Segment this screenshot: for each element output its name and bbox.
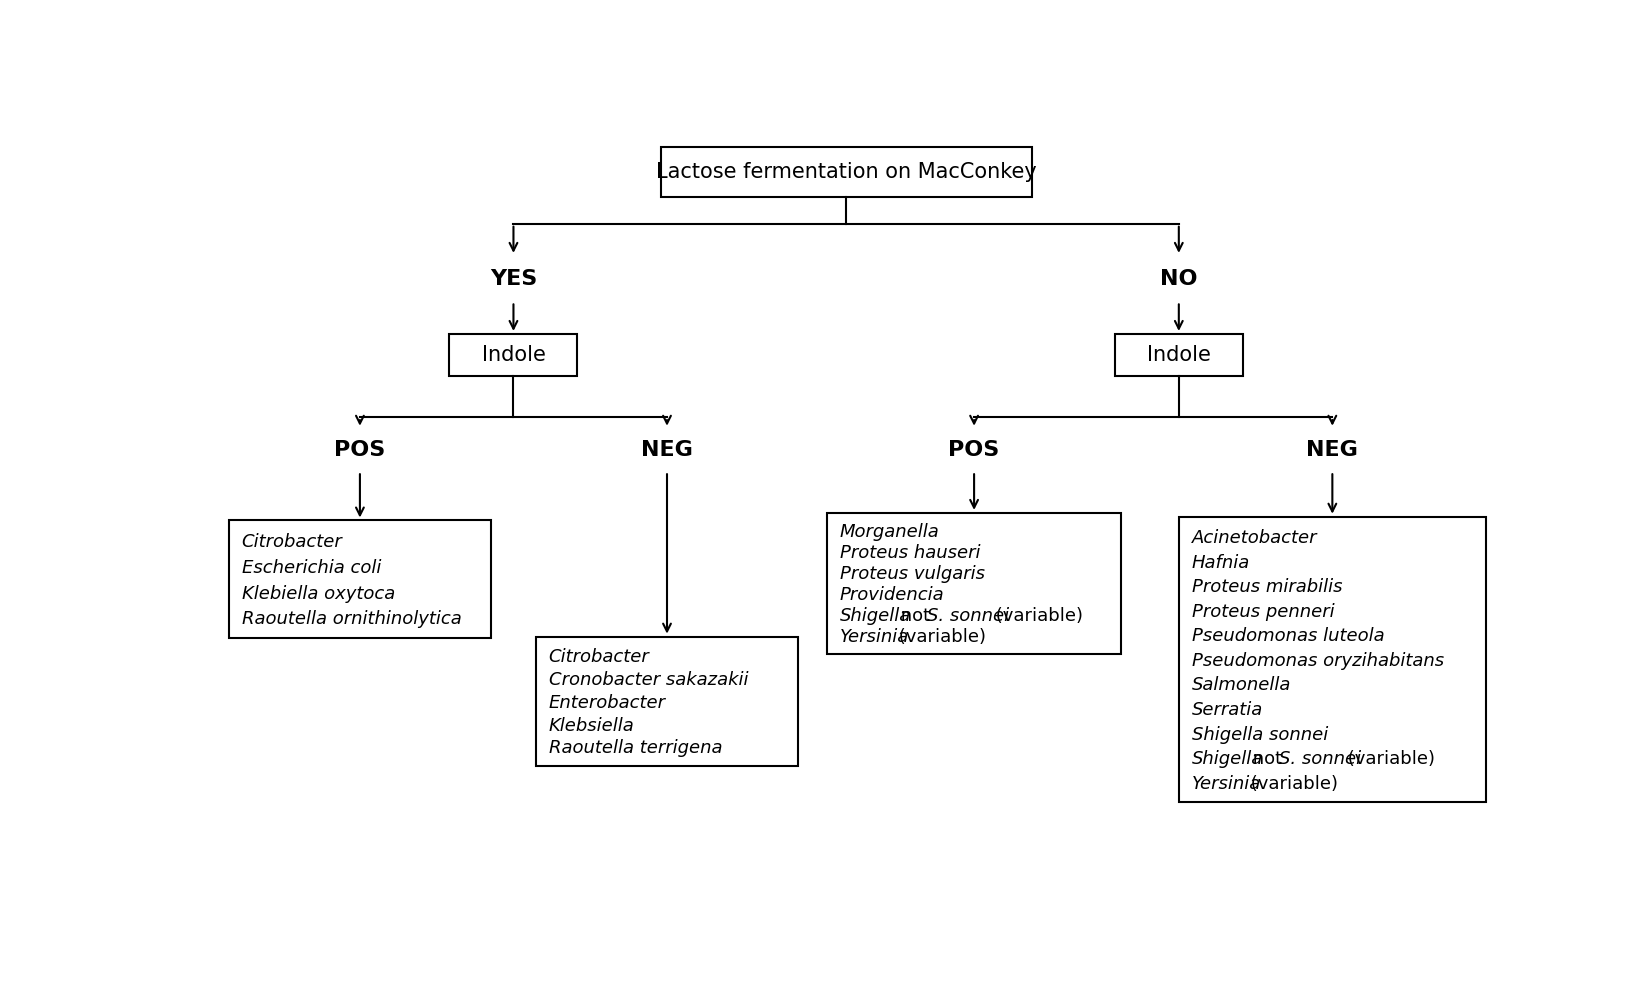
Text: Hafnia: Hafnia bbox=[1192, 554, 1250, 572]
Text: Yersinia: Yersinia bbox=[1192, 774, 1261, 793]
Text: Raoutella ornithinolytica: Raoutella ornithinolytica bbox=[241, 610, 461, 628]
Text: Klebiella oxytoca: Klebiella oxytoca bbox=[241, 584, 395, 602]
Text: (variable): (variable) bbox=[893, 628, 986, 646]
Text: Providencia: Providencia bbox=[840, 586, 944, 604]
Text: (variable): (variable) bbox=[991, 607, 1083, 625]
Bar bbox=[537, 637, 797, 765]
Text: Lactose fermentation on MacConkey: Lactose fermentation on MacConkey bbox=[655, 162, 1037, 182]
Text: S. sonnei: S. sonnei bbox=[1278, 751, 1360, 768]
Text: Shigella: Shigella bbox=[840, 607, 911, 625]
Text: Indole: Indole bbox=[482, 345, 545, 365]
Text: Morganella: Morganella bbox=[840, 523, 939, 541]
Text: NO: NO bbox=[1161, 269, 1197, 289]
Text: Indole: Indole bbox=[1147, 345, 1210, 365]
Bar bbox=[449, 334, 578, 376]
Text: Citrobacter: Citrobacter bbox=[241, 533, 342, 552]
Text: Cronobacter sakazakii: Cronobacter sakazakii bbox=[548, 671, 748, 689]
Text: (variable): (variable) bbox=[1342, 751, 1435, 768]
Bar bbox=[229, 520, 490, 639]
Text: Proteus hauseri: Proteus hauseri bbox=[840, 544, 981, 563]
Text: not: not bbox=[1247, 751, 1288, 768]
Text: Citrobacter: Citrobacter bbox=[548, 648, 649, 666]
Text: Escherichia coli: Escherichia coli bbox=[241, 559, 381, 577]
Text: POS: POS bbox=[334, 440, 386, 460]
Text: Pseudomonas oryzihabitans: Pseudomonas oryzihabitans bbox=[1192, 652, 1443, 670]
Text: Acinetobacter: Acinetobacter bbox=[1192, 529, 1317, 547]
Text: NEG: NEG bbox=[641, 440, 693, 460]
Text: Salmonella: Salmonella bbox=[1192, 676, 1291, 694]
Text: S. sonnei: S. sonnei bbox=[926, 607, 1009, 625]
Text: Serratia: Serratia bbox=[1192, 701, 1263, 719]
Text: (variable): (variable) bbox=[1245, 774, 1339, 793]
Text: YES: YES bbox=[490, 269, 537, 289]
Text: Yersinia: Yersinia bbox=[840, 628, 910, 646]
Text: not: not bbox=[895, 607, 936, 625]
Text: Proteus penneri: Proteus penneri bbox=[1192, 602, 1334, 621]
Bar bbox=[1114, 334, 1243, 376]
Text: POS: POS bbox=[948, 440, 1001, 460]
Text: Klebsiella: Klebsiella bbox=[548, 717, 634, 735]
Text: Raoutella terrigena: Raoutella terrigena bbox=[548, 740, 721, 758]
Text: Pseudomonas luteola: Pseudomonas luteola bbox=[1192, 627, 1384, 645]
Text: NEG: NEG bbox=[1306, 440, 1359, 460]
Text: Shigella sonnei: Shigella sonnei bbox=[1192, 726, 1327, 744]
Bar bbox=[827, 512, 1121, 654]
Bar bbox=[1179, 516, 1486, 802]
Bar bbox=[660, 147, 1032, 197]
Text: Proteus vulgaris: Proteus vulgaris bbox=[840, 566, 984, 584]
Text: Proteus mirabilis: Proteus mirabilis bbox=[1192, 579, 1342, 596]
Text: Enterobacter: Enterobacter bbox=[548, 693, 665, 712]
Text: Shigella: Shigella bbox=[1192, 751, 1263, 768]
